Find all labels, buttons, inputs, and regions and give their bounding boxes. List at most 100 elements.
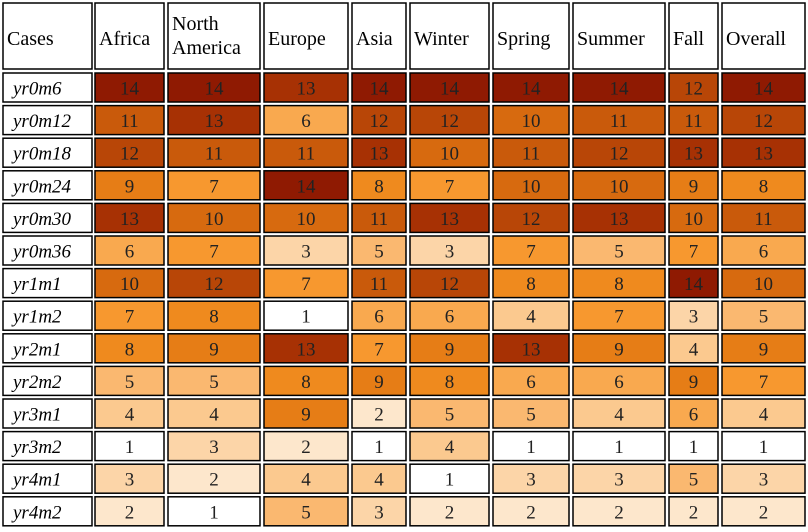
heatmap-cell-value: 13 <box>440 209 459 230</box>
heatmap-cell-value: 13 <box>684 144 703 165</box>
heatmap-cell-value: 14 <box>440 79 460 100</box>
heatmap-cell-fill <box>668 202 719 234</box>
heatmap-cell-fill <box>167 496 261 527</box>
row-label: yr0m12 <box>11 111 72 132</box>
heatmap-cell: 3 <box>351 496 407 527</box>
heatmap-cell: 4 <box>263 463 349 494</box>
heatmap-cell-value: 2 <box>125 502 135 523</box>
heatmap-cell-value: 6 <box>374 307 384 328</box>
heatmap-cell-value: 3 <box>445 242 455 263</box>
heatmap-cell-fill <box>721 235 806 266</box>
heatmap-cell-value: 7 <box>689 242 699 263</box>
heatmap-cell: 1 <box>263 300 349 331</box>
heatmap-cell-value: 10 <box>522 111 541 132</box>
heatmap-cell-fill <box>351 170 407 201</box>
heatmap-cell-fill <box>492 170 570 201</box>
heatmap-cell: 4 <box>492 300 570 331</box>
heatmap-cell: 13 <box>409 202 490 234</box>
heatmap-cell-value: 10 <box>754 274 773 295</box>
heatmap-cell: 2 <box>572 496 666 527</box>
heatmap-cell: 6 <box>572 365 666 397</box>
heatmap-cell-fill <box>492 235 570 266</box>
column-header: Fall <box>668 2 719 70</box>
heatmap-cell: 13 <box>351 137 407 168</box>
heatmap-cell-fill <box>94 430 165 462</box>
heatmap-cell-value: 5 <box>125 372 135 393</box>
heatmap-cell-value: 13 <box>370 144 389 165</box>
row-label: yr3m1 <box>11 405 62 426</box>
row-header: yr0m18 <box>2 137 93 168</box>
heatmap-cell: 3 <box>668 300 719 331</box>
heatmap-cell: 11 <box>668 104 719 136</box>
heatmap-cell-fill <box>263 267 349 299</box>
heatmap-cell: 13 <box>94 202 165 234</box>
heatmap-cell: 14 <box>263 170 349 201</box>
heatmap-cell-fill <box>409 267 490 299</box>
heatmap-cell: 5 <box>409 398 490 429</box>
heatmap-cell-fill <box>94 202 165 234</box>
heatmap-cell-value: 3 <box>125 470 135 491</box>
heatmap-cell-value: 1 <box>125 437 135 458</box>
heatmap-cell: 6 <box>351 300 407 331</box>
heatmap-cell-fill <box>409 170 490 201</box>
heatmap-cell: 11 <box>572 104 666 136</box>
column-header-label: Overall <box>726 28 786 50</box>
heatmap-cell-fill <box>263 235 349 266</box>
heatmap-cell-fill <box>351 430 407 462</box>
heatmap-cell-value: 8 <box>759 176 769 197</box>
heatmap-cell: 3 <box>492 463 570 494</box>
heatmap-cell-value: 6 <box>445 307 455 328</box>
heatmap-cell-fill <box>351 267 407 299</box>
heatmap-cell-fill <box>351 137 407 168</box>
heatmap-cell: 13 <box>492 333 570 364</box>
heatmap-cell: 4 <box>94 398 165 429</box>
heatmap-cell-fill <box>668 300 719 331</box>
heatmap-cell-fill <box>167 137 261 168</box>
heatmap-cell: 6 <box>94 235 165 266</box>
heatmap-cell-value: 7 <box>445 176 455 197</box>
heatmap-cell: 2 <box>167 463 261 494</box>
heatmap-cell: 12 <box>167 267 261 299</box>
heatmap-cell-value: 14 <box>205 79 225 100</box>
heatmap-cell: 12 <box>94 137 165 168</box>
heatmap-cell: 13 <box>263 333 349 364</box>
heatmap-cell-value: 11 <box>297 144 315 165</box>
heatmap-cell-value: 11 <box>370 274 388 295</box>
heatmap-cell-fill <box>492 365 570 397</box>
heatmap-cell-value: 4 <box>526 307 536 328</box>
heatmap-cell: 5 <box>94 365 165 397</box>
heatmap-cell-fill <box>409 496 490 527</box>
heatmap-cell-value: 8 <box>445 372 455 393</box>
heatmap-cell-value: 4 <box>445 437 455 458</box>
heatmap-cell-fill <box>572 463 666 494</box>
heatmap-cell-fill <box>409 398 490 429</box>
heatmap-cell-fill <box>492 496 570 527</box>
row-header: yr1m2 <box>2 300 93 331</box>
heatmap-cell-fill <box>94 300 165 331</box>
heatmap-cell-value: 11 <box>754 209 772 230</box>
heatmap-cell-value: 12 <box>522 209 541 230</box>
heatmap-cell-value: 4 <box>614 405 624 426</box>
heatmap-cell-fill <box>409 202 490 234</box>
heatmap-cell-value: 1 <box>445 470 455 491</box>
heatmap-cell: 10 <box>492 104 570 136</box>
row-label: yr1m2 <box>11 307 62 328</box>
heatmap-cell-value: 3 <box>759 470 769 491</box>
heatmap-cell: 13 <box>263 72 349 103</box>
heatmap-cell-fill <box>94 137 165 168</box>
heatmap-cell-fill <box>94 72 165 103</box>
heatmap-cell: 11 <box>167 137 261 168</box>
heatmap-cell: 2 <box>409 496 490 527</box>
heatmap-cell: 6 <box>668 398 719 429</box>
heatmap-cell: 7 <box>492 235 570 266</box>
heatmap-cell-value: 1 <box>526 437 536 458</box>
heatmap-cell-value: 10 <box>440 144 459 165</box>
heatmap-cell: 9 <box>721 333 806 364</box>
heatmap-cell: 1 <box>721 430 806 462</box>
heatmap-cell-value: 10 <box>610 176 629 197</box>
heatmap-cell-value: 3 <box>689 307 699 328</box>
heatmap-cell-value: 5 <box>526 405 536 426</box>
heatmap-cell-fill <box>572 333 666 364</box>
heatmap-cell-value: 9 <box>209 339 219 360</box>
